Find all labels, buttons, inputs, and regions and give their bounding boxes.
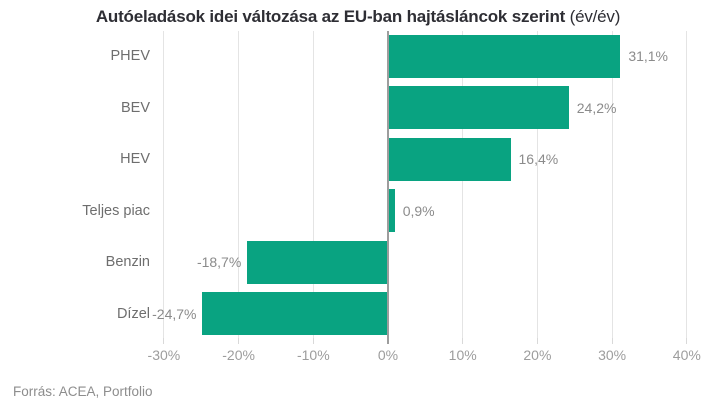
chart-title: Autóeladások idei változása az EU-ban ha… (0, 7, 716, 27)
gridline (312, 31, 314, 338)
bar (247, 240, 387, 284)
bar (389, 137, 511, 181)
gridline (611, 31, 613, 338)
category-label: Dízel (116, 305, 150, 322)
zero-axis-line (387, 31, 389, 344)
x-tick-label: 10% (448, 347, 477, 363)
x-tick-label: 0% (377, 347, 399, 363)
chart-title-main: Autóeladások idei változása az EU-ban ha… (95, 7, 566, 26)
gridline (686, 31, 688, 338)
axis-tick (536, 338, 538, 344)
bar-value-label: 24,2% (576, 99, 617, 116)
category-label: BEV (120, 99, 150, 116)
x-tick-label: -10% (296, 347, 330, 363)
gridline (462, 31, 464, 338)
axis-tick (462, 338, 464, 344)
axis-tick (611, 338, 613, 344)
axis-tick (163, 338, 165, 344)
plot-area: -30% -20% -10% 0% 10% 20% 30% 40% PHEV 31,1% BEV 24… (0, 31, 716, 363)
x-tick-label: 40% (672, 347, 701, 363)
gridline (536, 31, 538, 338)
category-label: HEV (120, 151, 150, 167)
axis-tick (238, 338, 240, 344)
bar (389, 189, 395, 232)
bar (389, 34, 621, 78)
category-label: Benzin (105, 254, 150, 270)
bar-value-label: 16,4% (518, 151, 559, 167)
axis-tick (312, 338, 314, 344)
bar-value-label: 0,9% (402, 202, 435, 219)
x-tick-label: -30% (147, 347, 181, 363)
source-note: Forrás: ACEA, Portfolio (13, 384, 153, 399)
x-tick-label: -20% (222, 347, 255, 363)
category-label: Teljes piac (82, 202, 150, 219)
bar-value-label: -18,7% (196, 254, 242, 270)
bar-value-label: -24,7% (152, 305, 197, 322)
bar-value-label: 31,1% (628, 48, 669, 64)
axis-tick (686, 338, 688, 344)
category-label: PHEV (110, 48, 151, 64)
x-tick-label: 20% (523, 347, 552, 363)
bar (389, 86, 569, 129)
x-tick-label: 30% (598, 347, 627, 363)
gridline (238, 31, 240, 338)
gridline (163, 31, 165, 338)
bar (202, 292, 387, 335)
chart-title-suffix: (év/év) (569, 7, 621, 26)
